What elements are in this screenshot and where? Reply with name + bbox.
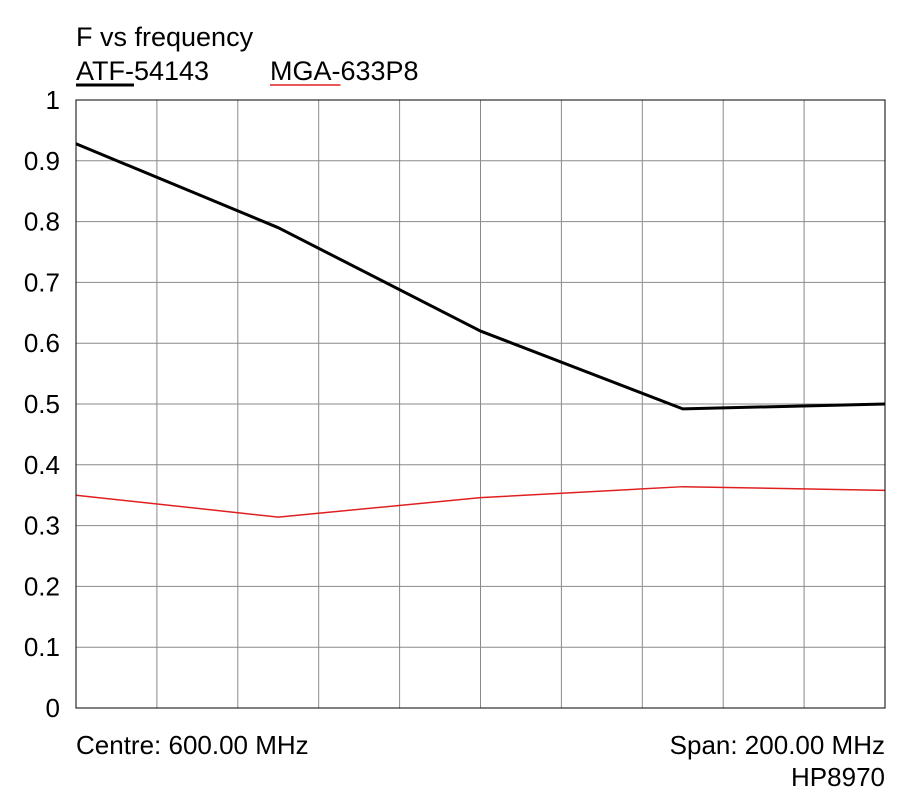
legend: ATF-54143 MGA-633P8 <box>76 56 419 87</box>
y-tick-label: 0.7 <box>24 267 60 297</box>
y-tick-label: 1 <box>46 85 60 115</box>
x-label-span: Span: 200.00 MHz <box>670 730 885 760</box>
plot-frame <box>75 99 886 709</box>
y-tick-label: 0 <box>46 693 60 723</box>
y-tick-label: 0.6 <box>24 328 60 358</box>
x-label-centre: Centre: 600.00 MHz <box>76 730 309 760</box>
y-tick-label: 0.5 <box>24 389 60 419</box>
y-tick-labels: 0 0.1 0.2 0.3 0.4 0.5 0.6 0.7 0.8 0.9 1 <box>24 85 60 723</box>
chart-title: F vs frequency <box>76 22 254 52</box>
y-tick-label: 0.1 <box>24 632 60 662</box>
series-line-mga-633p8 <box>75 485 886 518</box>
instrument-label: HP8970 <box>791 762 885 792</box>
y-tick-label: 0.9 <box>24 146 60 176</box>
y-tick-label: 0.4 <box>24 450 60 480</box>
y-tick-label: 0.8 <box>24 207 60 237</box>
y-tick-label: 0.2 <box>24 571 60 601</box>
legend-label-mga: MGA-633P8 <box>270 56 419 86</box>
series-line-atf-54143 <box>75 142 886 411</box>
grid <box>76 100 885 708</box>
series-group <box>75 142 886 518</box>
y-tick-label: 0.3 <box>24 511 60 541</box>
legend-label-atf: ATF-54143 <box>76 56 209 86</box>
